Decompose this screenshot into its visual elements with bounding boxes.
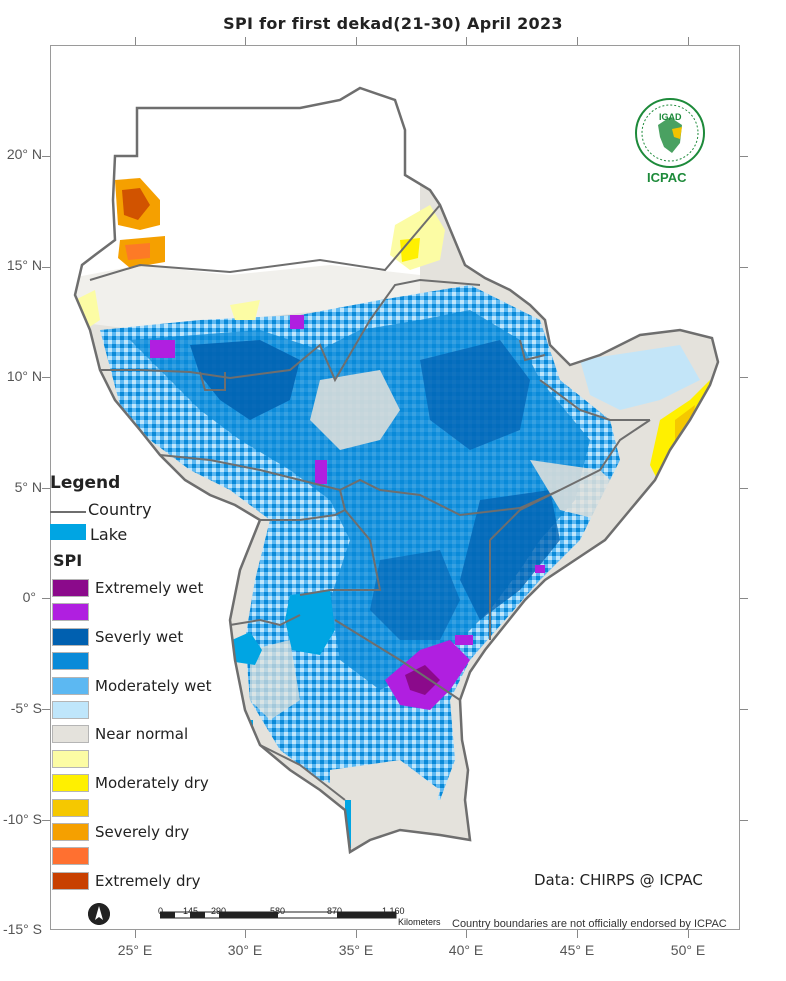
map-title: SPI for first dekad(21-30) April 2023 <box>223 14 563 33</box>
lake-swatch <box>50 524 86 540</box>
spi-swatch <box>52 579 89 597</box>
lat-label: 5° N <box>14 479 42 495</box>
lon-label: 25° E <box>117 942 153 958</box>
legend-spi-title: SPI <box>53 551 83 570</box>
lat-label: -10° S <box>2 811 42 827</box>
spi-swatch <box>52 871 89 890</box>
lat-label: 15° N <box>6 257 42 273</box>
lat-label: 10° N <box>6 368 42 384</box>
spi-swatch <box>52 627 89 646</box>
spi-class-label: Moderately dry <box>95 774 209 793</box>
lat-label: 0° <box>22 589 36 605</box>
lon-label: 30° E <box>227 942 263 958</box>
scale-unit: Kilometers <box>398 917 441 927</box>
spi-swatch <box>52 701 89 719</box>
spi-swatch <box>52 774 89 793</box>
spi-swatch <box>52 652 89 671</box>
spi-class-label: Severely dry <box>95 823 190 841</box>
legend-title: Legend <box>50 473 121 493</box>
spi-class-label: Severly wet <box>95 627 184 646</box>
lon-label: 50° E <box>670 942 706 958</box>
lon-label: 45° E <box>559 942 595 958</box>
scale-label: 1,160 <box>382 906 405 916</box>
spi-swatch <box>52 847 89 866</box>
scale-label: 0 <box>158 906 164 916</box>
spi-swatch <box>52 798 89 817</box>
spi-class-label: Moderately wet <box>95 676 212 695</box>
spi-swatch <box>52 725 89 744</box>
country-line-symbol <box>50 511 86 513</box>
scale-label: 145 <box>183 906 199 916</box>
logo-inner-text: IGAD <box>659 112 682 122</box>
lon-label: 35° E <box>338 942 374 958</box>
igad-icpac-logo <box>635 98 705 168</box>
scale-label: 870 <box>327 906 343 916</box>
spi-swatch <box>52 823 89 841</box>
lat-label: -15° S <box>2 921 42 937</box>
lat-label: -5° S <box>10 700 42 716</box>
spi-class-label: Near normal <box>95 725 189 744</box>
spi-swatch <box>52 749 89 768</box>
spi-swatch <box>52 676 89 695</box>
scale-label: 580 <box>270 906 286 916</box>
lat-label: 20° N <box>6 146 42 162</box>
spi-class-label: Extremely dry <box>95 871 201 890</box>
map-frame <box>50 45 740 930</box>
scale-label: 290 <box>211 906 227 916</box>
logo-text: ICPAC <box>647 170 687 185</box>
north-arrow-icon <box>88 903 110 925</box>
scale-bar <box>160 911 397 919</box>
data-source-note: Data: CHIRPS @ ICPAC <box>534 871 703 889</box>
legend-country-label: Country <box>88 500 152 519</box>
spi-class-label: Extremely wet <box>95 579 204 597</box>
legend-lake-label: Lake <box>90 525 128 544</box>
lon-label: 40° E <box>448 942 484 958</box>
spi-swatch <box>52 603 89 622</box>
disclaimer: Country boundaries are not officially en… <box>452 918 727 930</box>
